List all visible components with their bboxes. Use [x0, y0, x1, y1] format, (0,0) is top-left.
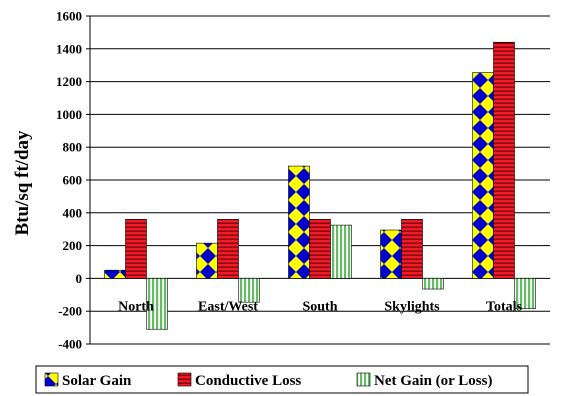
y-tick-label: 400: [63, 205, 83, 220]
legend-swatch: [177, 372, 192, 387]
y-tick-label: 1000: [56, 107, 82, 122]
bar-net-gain-or-loss-east-west: [238, 278, 260, 303]
category-label: Skylights: [384, 299, 440, 314]
legend-box: [35, 365, 529, 394]
bar-solar-gain-skylights: [380, 229, 402, 279]
legend-label: Solar Gain: [62, 373, 132, 389]
y-tick-label: -200: [58, 304, 82, 319]
legend-label: Conductive Loss: [195, 373, 301, 389]
bar-conductive-loss-south: [309, 219, 331, 279]
y-tick-label: 1400: [56, 41, 82, 56]
legend: Solar Gain Conductive Loss Net Gain (or Lo…: [35, 365, 529, 394]
y-tick-label: -400: [58, 337, 82, 352]
bar-conductive-loss-north: [125, 219, 147, 279]
category-label: East/West: [198, 299, 258, 314]
legend-swatch: [356, 372, 371, 387]
y-tick-label: 800: [63, 140, 83, 155]
bar-net-gain-or-loss-skylights: [422, 278, 444, 290]
category-label: Totals: [486, 299, 523, 314]
y-tick-label: 600: [63, 173, 83, 188]
y-tick-label: 1200: [56, 74, 82, 89]
bar-conductive-loss-skylights: [401, 219, 423, 279]
bar-solar-gain-north: [104, 269, 126, 279]
y-tick-label: 200: [63, 238, 83, 253]
y-tick-label: 0: [76, 271, 83, 286]
y-tick-label: 1600: [56, 9, 82, 24]
y-axis-label: Btu/sq ft/day: [12, 130, 33, 236]
bar-net-gain-or-loss-totals: [514, 278, 536, 310]
legend-label: Net Gain (or Loss): [374, 373, 492, 389]
bar-conductive-loss-east-west: [217, 219, 239, 279]
bar-conductive-loss-totals: [493, 41, 515, 279]
bar-solar-gain-south: [288, 165, 310, 279]
bar-net-gain-or-loss-south: [330, 224, 352, 279]
bar-solar-gain-east-west: [196, 242, 218, 279]
y-tick-labels: -400 -200 0 200 400 600 800 1000 1200 1400 1600: [56, 9, 82, 352]
category-label: North: [118, 299, 154, 314]
legend-swatch: [44, 372, 59, 387]
bars: [104, 41, 536, 330]
bar-solar-gain-totals: [472, 72, 494, 279]
category-labels: North East/West South Skylights Totals: [118, 299, 522, 314]
category-label: South: [302, 299, 337, 314]
bar-net-gain-or-loss-north: [146, 278, 168, 330]
